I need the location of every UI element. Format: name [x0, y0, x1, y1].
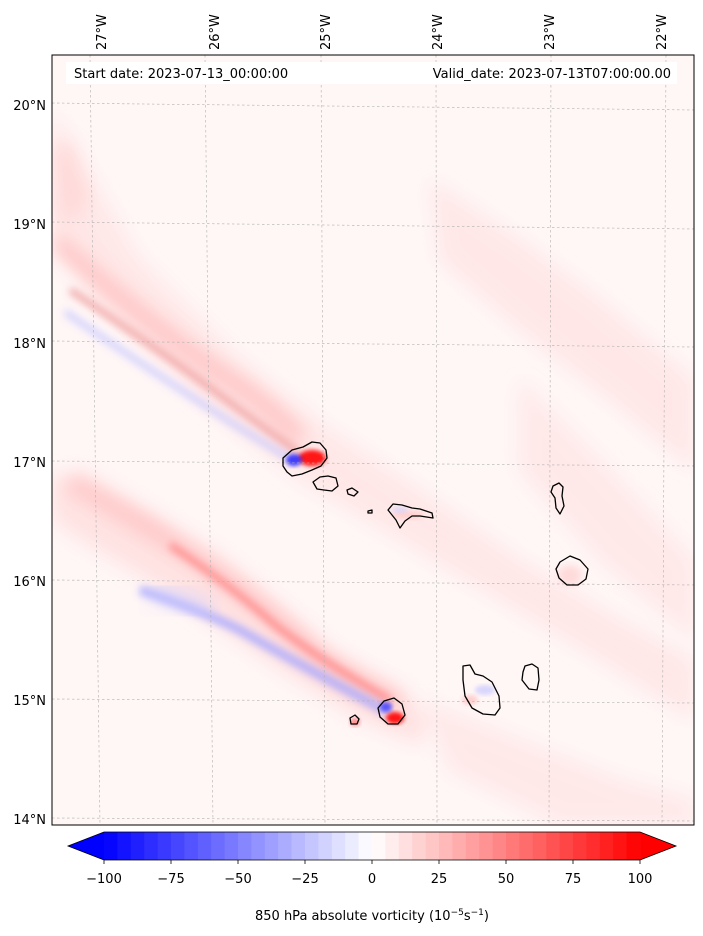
- lat-tick-19n: 19°N: [13, 218, 46, 233]
- lon-tick-24w: 24°W: [431, 14, 446, 50]
- colorbar-segment: [117, 832, 132, 860]
- colorbar-segment: [305, 832, 319, 860]
- lat-tick-20n: 20°N: [13, 99, 46, 114]
- colorbar-segment: [238, 832, 252, 860]
- longitude-axis: 27°W 26°W 25°W 24°W 23°W 22°W: [95, 14, 670, 50]
- colorbar-segment: [599, 832, 614, 860]
- colorbar-segment: [171, 832, 185, 860]
- island-santo-antao: [282, 441, 328, 477]
- colorbar-tick-label: 100: [628, 872, 653, 887]
- island-boa-vista: [555, 555, 589, 586]
- colorbar-segment: [264, 832, 279, 860]
- colorbar-segment: [425, 832, 440, 860]
- colorbar-segment: [559, 832, 574, 860]
- header-box: [66, 62, 677, 84]
- island-brava: [349, 714, 360, 725]
- colorbar-segment: [398, 832, 413, 860]
- lat-tick-16n: 16°N: [13, 575, 46, 590]
- start-date-text: Start date: 2023-07-13_00:00:00: [74, 67, 288, 82]
- island-sao-nicolau: [387, 503, 434, 529]
- colorbar-extend-low: [68, 832, 104, 860]
- colorbar-segment: [586, 832, 601, 860]
- island-sao-vicente: [312, 475, 339, 492]
- colorbar-segment: [211, 832, 226, 860]
- colorbar-segment: [251, 832, 266, 860]
- colorbar-label-end: ): [484, 909, 489, 924]
- colorbar-segment: [278, 832, 293, 860]
- latitude-axis: 20°N 19°N 18°N 17°N 16°N 15°N 14°N: [13, 99, 46, 828]
- colorbar-tick-label: 50: [498, 872, 515, 887]
- colorbar-tick-label: −75: [157, 872, 184, 887]
- lat-tick-17n: 17°N: [13, 456, 46, 471]
- island-santa-luzia: [346, 487, 359, 497]
- island-sal: [550, 482, 565, 515]
- colorbar-label: 850 hPa absolute vorticity (10−5s−1): [255, 908, 489, 924]
- colorbar-segment: [492, 832, 507, 860]
- colorbar-ticks: −100 −75 −50 −25 0 25 50 75 100: [86, 860, 652, 887]
- colorbar-segment: [412, 832, 427, 860]
- colorbar-label-mid: s: [464, 909, 471, 924]
- colorbar-segment: [479, 832, 494, 860]
- colorbar-segment: [532, 832, 547, 860]
- colorbar-segment: [184, 832, 199, 860]
- coastlines: [282, 441, 589, 725]
- colorbar-segment: [385, 832, 400, 860]
- colorbar-segment: [519, 832, 534, 860]
- colorbar-segment: [358, 832, 373, 860]
- colorbar-label-exp2: −1: [471, 908, 484, 918]
- lon-tick-25w: 25°W: [319, 14, 334, 50]
- gridlines: [52, 55, 694, 825]
- colorbar-segment: [573, 832, 587, 860]
- island-islet: [367, 509, 373, 514]
- colorbar-segment: [626, 832, 641, 860]
- colorbar-tick-label: −100: [86, 872, 122, 887]
- lat-tick-18n: 18°N: [13, 337, 46, 352]
- colorbar-segment: [331, 832, 346, 860]
- colorbar-tick-label: 75: [565, 872, 582, 887]
- colorbar-tick-label: −25: [291, 872, 318, 887]
- colorbar-segment: [104, 832, 118, 860]
- colorbar-segment: [157, 832, 172, 860]
- lon-tick-26w: 26°W: [208, 14, 223, 50]
- lat-tick-15n: 15°N: [13, 694, 46, 709]
- map-frame: [51, 54, 695, 826]
- colorbar-tick-label: −50: [224, 872, 251, 887]
- vorticity-field: [52, 110, 694, 825]
- lon-tick-22w: 22°W: [655, 14, 670, 50]
- colorbar-tick-label: 0: [368, 872, 376, 887]
- colorbar-label-main: 850 hPa absolute vorticity (10: [255, 909, 451, 924]
- lon-tick-23w: 23°W: [543, 14, 558, 50]
- valid-date-text: Valid_date: 2023-07-13T07:00:00.00: [433, 67, 671, 82]
- island-santiago: [462, 664, 501, 716]
- colorbar-segment: [345, 832, 360, 860]
- colorbar-segment: [465, 832, 480, 860]
- colorbar-segment: [224, 832, 239, 860]
- colorbar-segment: [144, 832, 159, 860]
- colorbar-segment: [197, 832, 212, 860]
- colorbar-segment: [452, 832, 467, 860]
- colorbar-segment: [318, 832, 333, 860]
- colorbar-label-exp1: −5: [451, 908, 464, 918]
- lon-tick-27w: 27°W: [95, 14, 110, 50]
- island-maio: [521, 663, 540, 691]
- colorbar-segment: [613, 832, 628, 860]
- colorbar: −100 −75 −50 −25 0 25 50 75 100: [66, 831, 678, 887]
- colorbar-extend-high: [640, 832, 676, 860]
- colorbar-tick-label: 25: [431, 872, 448, 887]
- colorbar-segment: [546, 832, 561, 860]
- colorbar-segment: [506, 832, 520, 860]
- colorbar-segment: [130, 832, 145, 860]
- lat-tick-14n: 14°N: [13, 813, 46, 828]
- colorbar-segment: [372, 832, 386, 860]
- colorbar-segment: [291, 832, 306, 860]
- colorbar-segment: [439, 832, 453, 860]
- colorbar-segments: [104, 832, 641, 860]
- island-fogo: [377, 697, 406, 725]
